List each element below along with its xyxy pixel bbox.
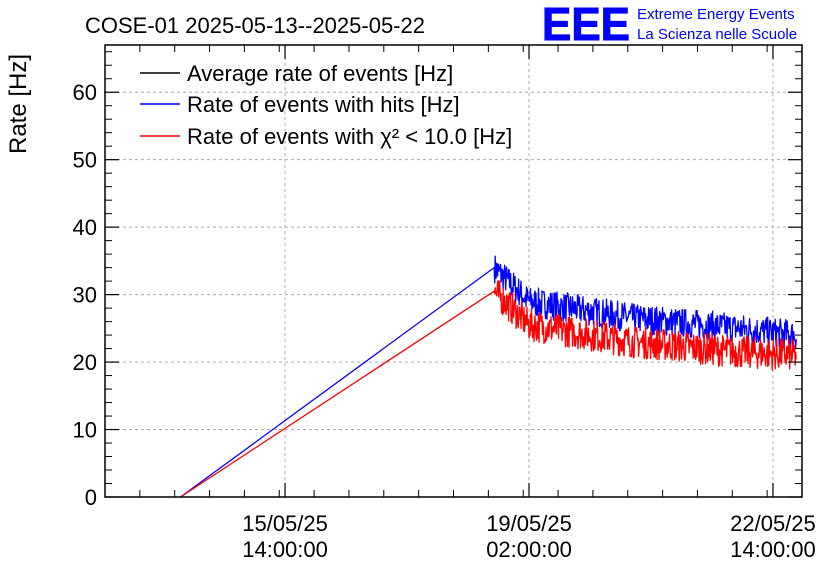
y-tick-label: 50 [73,148,97,173]
logo-line-1: Extreme Energy Events [637,6,795,23]
grid-lines [105,45,802,497]
x-tick-label-time: 14:00:00 [730,537,816,562]
x-tick-label-date: 22/05/25 [730,511,816,536]
y-tick-label: 0 [85,485,97,510]
legend-label: Average rate of events [Hz] [187,61,453,86]
x-tick-label-date: 15/05/25 [242,511,328,536]
chart-title: COSE-01 2025-05-13--2025-05-22 [85,13,425,38]
legend-label: Rate of events with χ² < 10.0 [Hz] [187,124,512,149]
x-tick-labels: 15/05/2514:00:0019/05/2502:00:0022/05/25… [242,511,816,562]
y-axis-label: Rate [Hz] [5,54,32,154]
y-tick-label: 20 [73,350,97,375]
y-tick-label: 10 [73,418,97,443]
logo-line-2: La Scienza nelle Scuole [637,26,797,43]
x-tick-label-time: 02:00:00 [486,537,572,562]
series-lines [180,255,797,498]
eee-logo-text: EEE [542,0,630,50]
y-tick-label: 40 [73,215,97,240]
series-line-1 [180,255,797,498]
legend-label: Rate of events with hits [Hz] [187,92,460,117]
eee-logo: EEE Extreme Energy Events La Scienza nel… [542,0,798,51]
y-tick-label: 60 [73,80,97,105]
axis-ticks [104,45,803,498]
y-tick-labels: 0 10 20 30 40 50 60 [73,80,97,510]
legend: Average rate of events [Hz] Rate of event… [140,61,512,149]
x-tick-label-time: 14:00:00 [242,537,328,562]
x-tick-label-date: 19/05/25 [486,511,572,536]
series-line-2 [180,280,797,498]
y-tick-label: 30 [73,283,97,308]
